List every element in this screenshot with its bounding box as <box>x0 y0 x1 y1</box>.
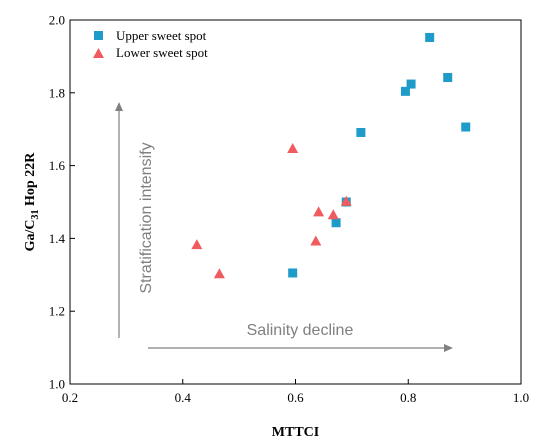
stratification-label: Stratification intensify <box>138 142 155 293</box>
upper-sweet-spot-point <box>425 32 435 42</box>
legend: Upper sweet spot Lower sweet spot <box>93 28 208 60</box>
y-tick-label: 1.0 <box>49 377 65 392</box>
y-axis-title-suffix: Hop 22R <box>23 152 38 210</box>
y-tick-label: 1.8 <box>49 85 65 100</box>
upper-sweet-spot-point <box>356 127 366 137</box>
legend-label-upper: Upper sweet spot <box>116 28 207 43</box>
lower-sweet-spot-point <box>213 268 225 279</box>
upper-sweet-spot-point <box>406 79 416 89</box>
x-tick-label: 0.8 <box>400 390 416 405</box>
lower-sweet-spot-point <box>191 239 203 250</box>
axis-ticks: 0.2 0.4 0.6 0.8 1.0 1.0 1.2 1.4 1.6 1.8 2.0 <box>49 13 529 406</box>
y-tick-label: 1.6 <box>49 158 66 173</box>
legend-marker-lower <box>93 48 104 58</box>
salinity-arrow-head <box>444 344 453 352</box>
y-tick-label: 1.4 <box>49 231 66 246</box>
lower-sweet-spot-point <box>340 195 352 206</box>
lower-sweet-spot-point <box>310 235 322 246</box>
stratification-arrow-head <box>115 102 123 111</box>
lower-sweet-spot-point <box>287 142 299 153</box>
data-points <box>191 32 471 279</box>
x-tick-label: 0.2 <box>62 390 78 405</box>
upper-sweet-spot-point <box>400 86 410 96</box>
y-tick-label: 1.2 <box>49 304 65 319</box>
lower-sweet-spot-point <box>313 206 325 217</box>
legend-marker-upper <box>94 31 103 40</box>
legend-label-lower: Lower sweet spot <box>116 45 208 60</box>
y-axis-title: Ga/C31 Hop 22R <box>23 152 41 252</box>
x-tick-label: 1.0 <box>513 390 529 405</box>
upper-sweet-spot-point <box>443 73 453 83</box>
y-axis-title-prefix: Ga/C <box>23 219 38 251</box>
y-axis-title-subscript: 31 <box>30 209 41 219</box>
x-tick-label: 0.4 <box>175 390 192 405</box>
salinity-label: Salinity decline <box>247 322 354 339</box>
upper-sweet-spot-point <box>288 268 298 278</box>
upper-sweet-spot-point <box>461 122 471 132</box>
x-axis-title: MTTCI <box>272 425 319 440</box>
y-tick-label: 2.0 <box>49 13 65 28</box>
upper-sweet-spot-point <box>331 218 341 228</box>
x-tick-label: 0.6 <box>287 390 304 405</box>
lower-sweet-spot-point <box>327 209 339 220</box>
